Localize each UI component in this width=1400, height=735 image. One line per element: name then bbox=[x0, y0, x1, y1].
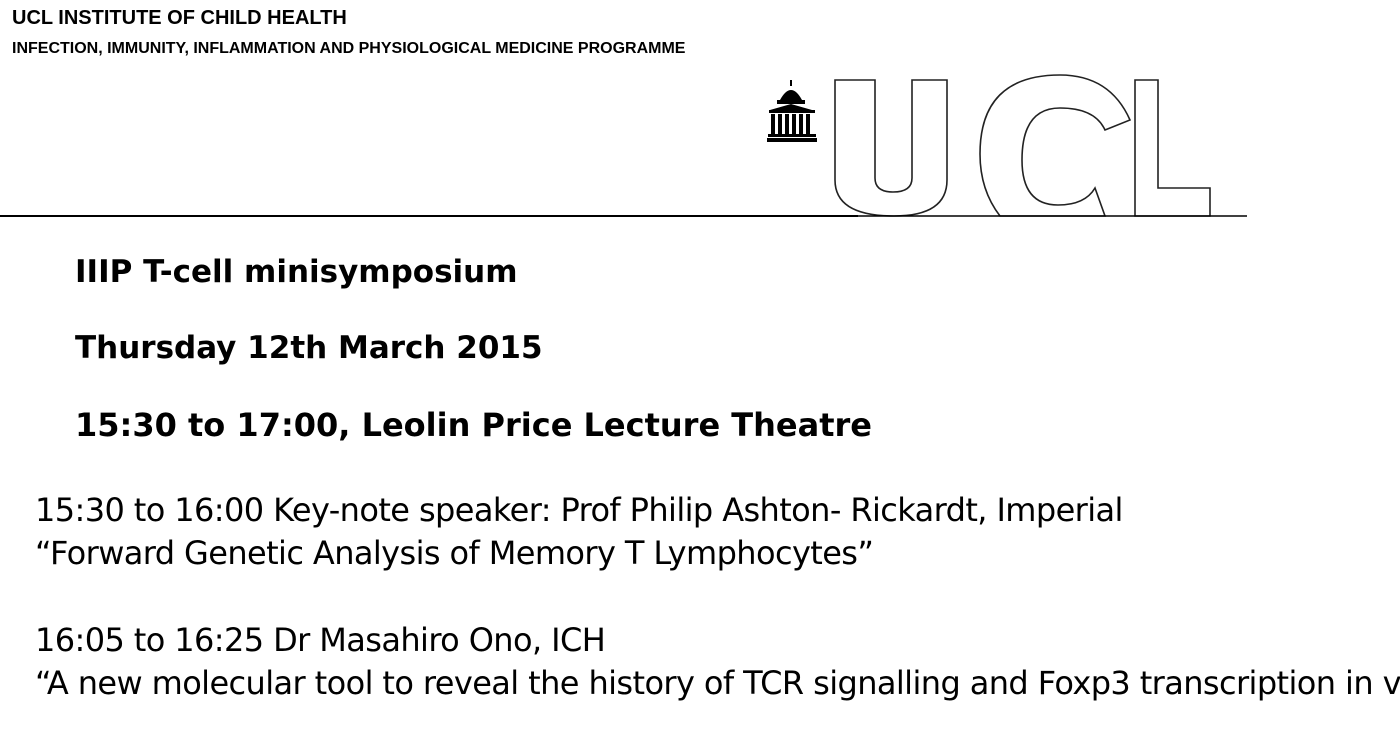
event-date: Thursday 12th March 2015 bbox=[75, 330, 543, 366]
event-time-venue: 15:30 to 17:00, Leolin Price Lecture The… bbox=[75, 406, 872, 444]
header-divider bbox=[0, 215, 858, 217]
portico-dome-icon bbox=[767, 80, 817, 142]
talk-1-schedule: 15:30 to 16:00 Key-note speaker: Prof Ph… bbox=[35, 491, 1123, 529]
ucl-logo bbox=[760, 70, 1260, 225]
institute-heading: UCL INSTITUTE OF CHILD HEALTH bbox=[12, 7, 347, 29]
talk-2-title: “A new molecular tool to reveal the hist… bbox=[35, 664, 1400, 702]
talk-1-title: “Forward Genetic Analysis of Memory T Ly… bbox=[35, 534, 874, 572]
talk-2-schedule: 16:05 to 16:25 Dr Masahiro Ono, ICH bbox=[35, 621, 606, 659]
ucl-wordmark bbox=[834, 74, 1211, 217]
programme-heading: INFECTION, IMMUNITY, INFLAMMATION AND PH… bbox=[12, 40, 686, 57]
event-title: IIIP T-cell minisymposium bbox=[75, 254, 518, 290]
